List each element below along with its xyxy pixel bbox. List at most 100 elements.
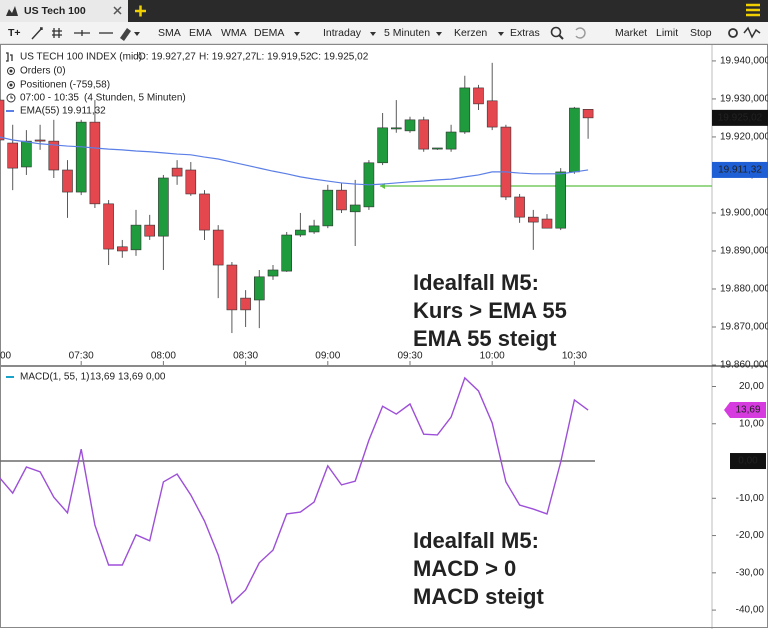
- x-tick-label: 08:00: [151, 351, 176, 362]
- y-tick-label: 19.920,000: [720, 132, 768, 143]
- candle-body: [445, 131, 457, 150]
- candle-body: [459, 87, 471, 133]
- dropdown-arrow[interactable]: [436, 32, 442, 36]
- zoom-icon[interactable]: [550, 26, 562, 38]
- candle-body: [199, 193, 210, 231]
- indicator-icon[interactable]: [743, 26, 761, 39]
- menu[interactable]: [746, 3, 760, 17]
- toolbar-item[interactable]: Stop: [690, 27, 712, 39]
- toolbar-item[interactable]: Extras: [510, 27, 540, 39]
- candle-body: [75, 121, 87, 193]
- candle-body: [158, 177, 169, 237]
- candle-body: [322, 189, 334, 227]
- ohlc-high: H: 19.927,27: [199, 52, 257, 63]
- legend-value: 0,00: [146, 372, 166, 383]
- candle-body: [336, 189, 347, 211]
- value-box-label: 19.925,02: [718, 113, 763, 124]
- value-box-label: 13,69: [735, 405, 760, 416]
- toolbar-item[interactable]: Limit: [656, 27, 678, 39]
- candle-body: [117, 246, 128, 252]
- toolbar-item[interactable]: Kerzen: [454, 27, 487, 39]
- candle-body: [144, 224, 155, 237]
- pen-tool[interactable]: [120, 28, 131, 41]
- tab[interactable]: [0, 0, 128, 22]
- toolbar-item[interactable]: 5 Minuten: [384, 27, 430, 39]
- radio-dot: [9, 69, 13, 73]
- value-box: [712, 109, 768, 126]
- settings-icon[interactable]: [728, 28, 738, 38]
- candle-body: [295, 229, 306, 236]
- candle-body: [349, 204, 361, 213]
- y-tick-label: 19.930,000: [720, 94, 768, 105]
- info-icon: [6, 52, 13, 62]
- radio[interactable]: [7, 67, 15, 75]
- fib-tool[interactable]: [52, 28, 62, 38]
- candle-body: [130, 224, 142, 251]
- positions: Positionen (-759,58): [20, 80, 110, 91]
- tab-title: US Tech 100: [24, 5, 86, 17]
- radio[interactable]: [7, 81, 15, 89]
- add-tab[interactable]: [135, 5, 146, 17]
- toolbar-item[interactable]: DEMA: [254, 27, 284, 39]
- legend-value: 13,69: [118, 372, 143, 383]
- y-tick-label: 19.860,000: [720, 360, 768, 371]
- candle-body: [240, 297, 251, 311]
- macd-line: [0, 376, 589, 605]
- annotation: MACD steigt: [413, 584, 544, 609]
- instrument: US TECH 100 INDEX (mid): [20, 52, 142, 63]
- orders: Orders (0): [20, 66, 66, 77]
- x-tick-label: 09:30: [397, 351, 422, 362]
- ohlc-low: L: 19.919,52: [256, 52, 312, 63]
- y-tick-label: 20,00: [739, 381, 764, 392]
- undo-icon[interactable]: [575, 27, 586, 39]
- dropdown-arrow[interactable]: [498, 32, 504, 36]
- value-box-label: 0,00: [738, 456, 758, 467]
- candle-body: [267, 269, 279, 277]
- candle-body: [404, 119, 416, 132]
- dropdown-arrow[interactable]: [134, 32, 140, 36]
- y-tick-label: -10,00: [736, 493, 765, 504]
- tab-close[interactable]: [113, 6, 122, 15]
- candle-body: [582, 109, 594, 119]
- candle-body: [0, 99, 5, 141]
- candle-body: [390, 127, 402, 130]
- candle-body: [281, 234, 293, 272]
- annotation: Kurs > EMA 55: [413, 298, 567, 323]
- candle-body: [212, 229, 224, 266]
- candle-body: [48, 140, 60, 171]
- annotation: Idealfall M5:: [413, 270, 539, 295]
- toolbar-item[interactable]: WMA: [221, 27, 247, 39]
- dropdown-arrow[interactable]: [370, 32, 376, 36]
- candle-body: [432, 147, 443, 150]
- annotation: EMA 55 steigt: [413, 326, 557, 351]
- y-tick-label: 19.890,000: [720, 246, 768, 257]
- candle-body: [21, 140, 32, 168]
- candle-body: [62, 169, 73, 193]
- y-tick-label: 19.880,000: [720, 284, 768, 295]
- candle-body: [473, 87, 484, 105]
- line-tool[interactable]: [31, 27, 43, 40]
- legend-name: EMA(55): [20, 106, 59, 117]
- text-tool[interactable]: T+: [8, 27, 21, 39]
- tab-icon: [6, 6, 18, 16]
- tab-bar: [0, 0, 768, 22]
- candle-body: [226, 264, 238, 311]
- toolbar-item[interactable]: EMA: [189, 27, 212, 39]
- annotation: MACD > 0: [413, 556, 516, 581]
- candle-body: [500, 126, 512, 198]
- candle-body: [185, 169, 197, 195]
- candle-body: [555, 171, 567, 229]
- value-box: [730, 453, 766, 470]
- toolbar-item[interactable]: Market: [615, 27, 647, 39]
- candle-body: [89, 121, 101, 205]
- toolbar-item[interactable]: SMA: [158, 27, 181, 39]
- clock-hand: [10, 95, 13, 99]
- toolbar: [0, 22, 768, 44]
- dropdown-arrow[interactable]: [294, 32, 300, 36]
- candle-body: [254, 276, 265, 301]
- ohlc-close: C: 19.925,02: [311, 52, 369, 63]
- price-panel: 19.860,000 19.870,000 19.880,000 19.890,000…: [0, 56, 768, 371]
- hline-tool[interactable]: [74, 30, 90, 36]
- toolbar-item[interactable]: Intraday: [323, 27, 362, 39]
